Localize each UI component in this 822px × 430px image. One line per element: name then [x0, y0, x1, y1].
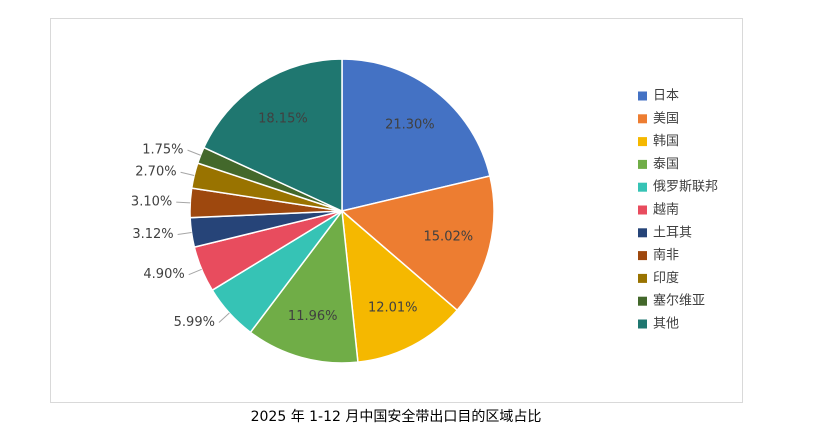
- pie-slice: [341, 58, 491, 212]
- data-label: 11.96%: [288, 309, 338, 324]
- data-label: 15.02%: [424, 229, 474, 244]
- data-label: 21.30%: [385, 118, 435, 133]
- leader-line: [188, 268, 202, 276]
- data-label: 3.10%: [131, 195, 172, 210]
- legend-swatch: [638, 251, 647, 261]
- legend-swatch: [638, 114, 647, 124]
- data-label: 3.12%: [132, 227, 173, 242]
- legend-swatch: [638, 91, 647, 101]
- data-label: 18.15%: [258, 111, 308, 126]
- legend-swatch: [638, 205, 647, 215]
- legend-label: 其他: [653, 317, 679, 332]
- legend-label: 印度: [653, 270, 679, 286]
- legend-label: 日本: [653, 89, 679, 104]
- legend-swatch: [638, 319, 647, 329]
- legend-label: 韩国: [653, 134, 679, 149]
- leader-line: [187, 149, 201, 156]
- legend-label: 美国: [653, 111, 679, 126]
- pie-slice: [249, 209, 359, 364]
- data-label: 4.90%: [143, 267, 184, 282]
- legend-swatch: [638, 228, 647, 238]
- pie-slice: [340, 175, 495, 312]
- legend-label: 越南: [653, 202, 679, 218]
- leader-line: [176, 201, 191, 204]
- leader-line: [180, 171, 195, 177]
- leader-line: [177, 232, 192, 235]
- legend-label: 南非: [653, 247, 679, 263]
- legend-label: 泰国: [653, 157, 679, 172]
- pie-slice: [341, 209, 459, 363]
- legend-label: 土耳其: [653, 225, 692, 240]
- legend-label: 塞尔维亚: [653, 293, 705, 309]
- legend-swatch: [638, 159, 647, 169]
- chart-title: 2025 年 1-12 月中国安全带出口目的区域占比: [251, 408, 542, 425]
- legend-swatch: [638, 296, 647, 306]
- leader-line: [218, 312, 230, 323]
- data-label: 1.75%: [142, 143, 183, 158]
- legend-label: 俄罗斯联邦: [653, 180, 718, 195]
- data-label: 5.99%: [174, 315, 215, 330]
- data-label: 2.70%: [135, 165, 176, 180]
- pie-slice: [202, 58, 343, 213]
- data-label: 12.01%: [368, 300, 418, 315]
- legend-swatch: [638, 137, 647, 147]
- legend-swatch: [638, 273, 647, 283]
- legend-swatch: [638, 182, 647, 192]
